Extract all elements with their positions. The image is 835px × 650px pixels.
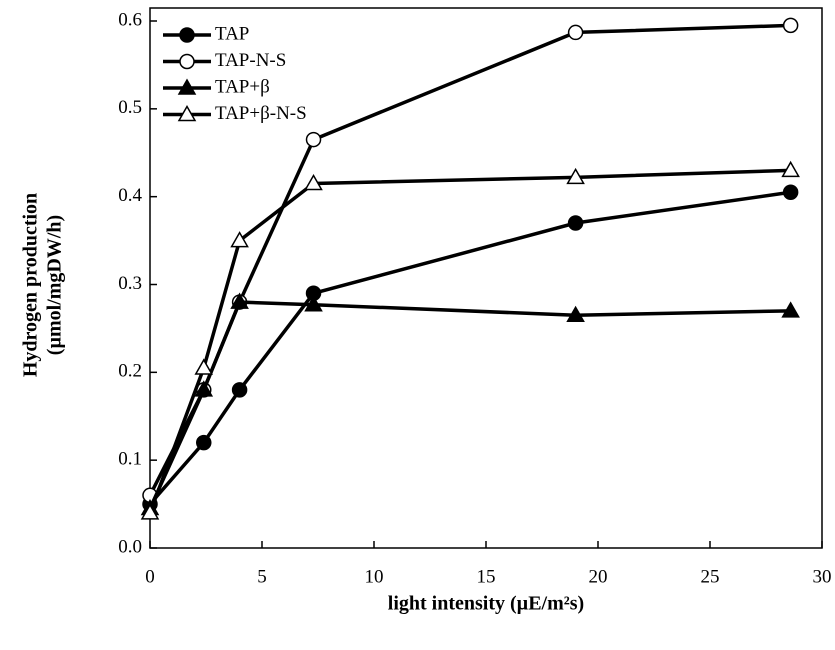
legend-marker xyxy=(179,53,195,70)
y-axis-label: (µmol/mgDW/h) xyxy=(44,215,66,355)
data-point xyxy=(304,295,323,312)
data-point xyxy=(231,382,248,398)
data-point xyxy=(140,503,160,520)
data-point xyxy=(567,24,584,41)
legend-marker xyxy=(177,104,197,122)
legend-marker xyxy=(177,78,197,95)
data-point xyxy=(194,358,214,375)
legend-label: TAP+β xyxy=(215,76,270,97)
x-tick-label: 10 xyxy=(365,566,384,587)
data-point xyxy=(567,215,584,231)
x-tick-label: 30 xyxy=(813,566,832,587)
data-point xyxy=(781,301,800,318)
data-point xyxy=(305,131,322,148)
x-tick-label: 0 xyxy=(145,566,155,587)
legend-label: TAP xyxy=(215,23,249,44)
data-point xyxy=(566,167,585,185)
data-point xyxy=(566,305,585,322)
y-tick-label: 0.6 xyxy=(118,9,142,30)
data-point xyxy=(304,173,323,191)
y-tick-label: 0.2 xyxy=(118,361,142,382)
x-tick-label: 25 xyxy=(701,566,720,587)
legend-label: TAP+β-N-S xyxy=(215,103,307,124)
y-tick-label: 0.4 xyxy=(118,185,142,206)
y-tick-label: 0.0 xyxy=(118,536,142,557)
y-tick-label: 0.1 xyxy=(118,449,142,470)
series-line xyxy=(148,190,791,506)
series-line xyxy=(148,168,791,514)
x-tick-label: 15 xyxy=(477,566,496,587)
y-axis-label: Hydrogen production xyxy=(20,193,42,377)
data-point xyxy=(781,160,800,178)
data-point xyxy=(782,17,799,34)
x-tick-label: 20 xyxy=(589,566,608,587)
data-point xyxy=(196,434,212,451)
legend-marker xyxy=(179,27,195,43)
data-point xyxy=(194,380,214,397)
data-point xyxy=(782,184,799,201)
legend-label: TAP-N-S xyxy=(215,50,286,71)
y-tick-label: 0.5 xyxy=(118,97,142,118)
data-point xyxy=(230,292,249,309)
x-axis-label: light intensity (µE/m²s) xyxy=(388,593,584,615)
series-line xyxy=(148,300,791,510)
x-tick-label: 5 xyxy=(257,566,267,587)
data-point xyxy=(230,231,249,248)
y-tick-label: 0.3 xyxy=(118,273,142,294)
